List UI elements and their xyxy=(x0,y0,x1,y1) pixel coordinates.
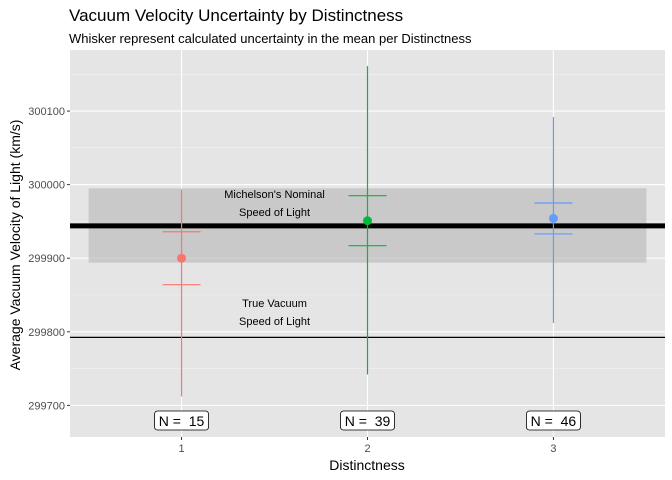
x-tick-label: 2 xyxy=(364,443,370,455)
y-tick-label: 300100 xyxy=(28,106,65,118)
n-label: N = 46 xyxy=(531,413,577,429)
n-label-box xyxy=(154,410,209,431)
data-point xyxy=(548,213,558,223)
nominal-label-line2: Speed of Light xyxy=(239,207,310,219)
n-label: N = 39 xyxy=(345,413,391,429)
n-label-box xyxy=(340,410,395,431)
annotations: Michelson's Nominal Speed of Light True Va… xyxy=(154,189,581,431)
data-marks xyxy=(162,66,573,397)
y-tick-label: 300000 xyxy=(28,180,65,192)
chart-title: Vacuum Velocity Uncertainty by Distinctn… xyxy=(69,6,403,25)
x-tick-label: 1 xyxy=(179,443,185,455)
y-axis: 299700 299800 299900 300000 300100 xyxy=(28,106,70,412)
true-label-line2: Speed of Light xyxy=(239,316,310,328)
n-label: N = 15 xyxy=(159,413,205,429)
y-tick-label: 299700 xyxy=(28,400,65,412)
x-axis: 1 2 3 xyxy=(179,437,557,455)
data-point xyxy=(177,253,187,263)
nominal-label-line1: Michelson's Nominal xyxy=(224,189,325,201)
n-label-box xyxy=(526,410,581,431)
y-axis-title: Average Vacuum Velocity of Light (km/s) xyxy=(7,120,23,371)
x-tick-label: 3 xyxy=(550,443,556,455)
y-tick-label: 299900 xyxy=(28,253,65,265)
chart-subtitle: Whisker represent calculated uncertainty… xyxy=(69,31,472,46)
y-tick-label: 299800 xyxy=(28,327,65,339)
x-axis-title: Distinctness xyxy=(329,457,404,473)
data-point xyxy=(363,216,372,226)
true-label-line1: True Vacuum xyxy=(242,298,307,310)
